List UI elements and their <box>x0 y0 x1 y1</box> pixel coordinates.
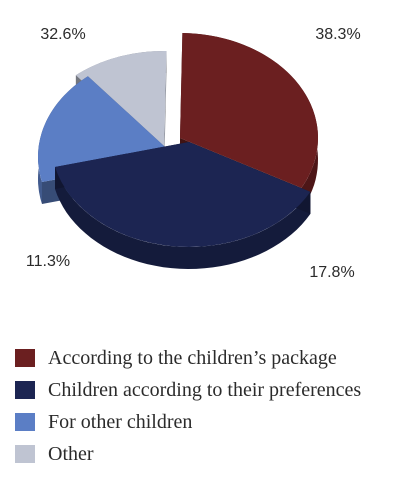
slice-children-preferences-top <box>55 142 311 247</box>
data-label-childrens-package: 32.6% <box>40 26 85 43</box>
legend-swatch-children-preferences <box>15 381 35 399</box>
legend-swatch-childrens-package <box>15 349 35 367</box>
slice-other-wall-1 <box>164 51 167 178</box>
slice-childrens-package-top <box>180 33 318 188</box>
legend-item-other: Other <box>15 439 361 469</box>
slice-children-preferences-side <box>55 167 311 269</box>
legend-item-children-preferences: Children according to their preferences <box>15 375 361 405</box>
legend-swatch-other <box>15 445 35 463</box>
legend: According to the children’s package Chil… <box>15 343 361 471</box>
legend-label-other: Other <box>48 442 94 465</box>
legend-swatch-other-children <box>15 413 35 431</box>
legend-label-other-children: For other children <box>48 410 193 433</box>
legend-label-children-preferences: Children according to their preferences <box>48 378 362 401</box>
legend-label-childrens-package: According to the children’s package <box>48 346 337 369</box>
slice-children-preferences <box>55 142 311 269</box>
data-label-other-children: 17.8% <box>309 264 354 281</box>
pie-slices <box>38 33 318 269</box>
data-label-children-preferences: 38.3% <box>315 26 360 43</box>
pie-data-labels: 32.6% 38.3% 17.8% 11.3% <box>26 26 361 281</box>
data-label-other: 11.3% <box>26 253 70 270</box>
legend-item-other-children: For other children <box>15 407 361 437</box>
pie-chart: 32.6% 38.3% 17.8% 11.3% <box>26 26 361 281</box>
legend-item-childrens-package: According to the children’s package <box>15 343 361 373</box>
